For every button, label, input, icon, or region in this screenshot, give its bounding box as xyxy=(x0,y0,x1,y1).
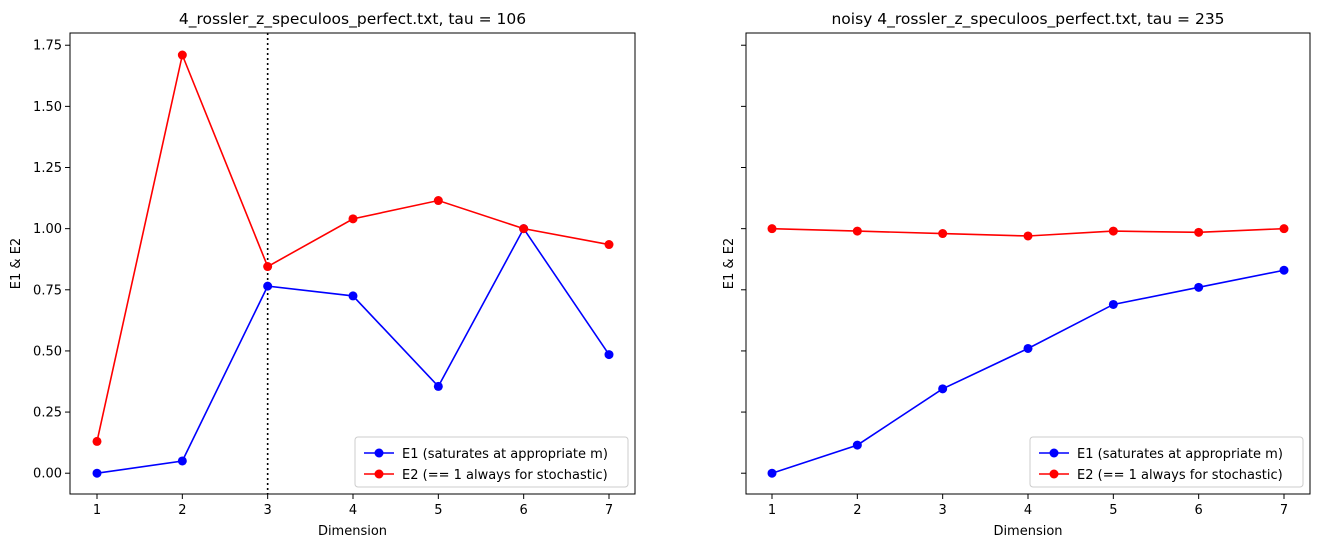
right-e2-point xyxy=(1023,231,1033,241)
right-e2-point xyxy=(1108,226,1118,236)
left-e2-point xyxy=(433,196,443,206)
right-legend-e1-marker xyxy=(1049,448,1059,458)
left-y-ticks: 0.00 0.25 0.50 0.75 1.00 1.25 1.50 1.75 xyxy=(33,39,70,482)
right-chart-title: noisy 4_rossler_z_speculoos_perfect.txt,… xyxy=(831,10,1224,29)
left-x-tick-label: 4 xyxy=(349,503,357,518)
left-legend-e1-marker xyxy=(374,448,384,458)
left-legend-box xyxy=(354,436,629,488)
left-legend-e2-label: E2 (== 1 always for stochastic) xyxy=(402,468,608,483)
left-y-tick-label: 0.00 xyxy=(33,467,62,482)
left-chart-title: 4_rossler_z_speculoos_perfect.txt, tau =… xyxy=(179,10,526,29)
left-x-tick-label: 2 xyxy=(178,503,186,518)
right-x-tick-label: 5 xyxy=(1109,503,1117,518)
right-plot-frame xyxy=(745,32,1311,495)
right-legend-e2-marker xyxy=(1049,469,1059,479)
left-x-tick-label: 3 xyxy=(264,503,272,518)
left-y-tick-label: 1.75 xyxy=(33,39,62,54)
right-x-tick-label: 2 xyxy=(853,503,861,518)
left-x-tick-label: 7 xyxy=(605,503,613,518)
right-legend-e2-label: E2 (== 1 always for stochastic) xyxy=(1077,468,1283,483)
right-e1-point xyxy=(767,468,777,478)
left-e2-point xyxy=(604,240,614,250)
right-e1-point xyxy=(938,384,948,394)
left-legend-e1-label: E1 (saturates at appropriate m) xyxy=(402,447,608,462)
left-e2-series-line xyxy=(96,52,610,442)
left-e1-point xyxy=(263,281,273,291)
left-x-tick-label: 1 xyxy=(93,503,101,518)
left-y-tick-label: 0.75 xyxy=(33,283,62,298)
left-legend-e2-marker xyxy=(374,469,384,479)
right-x-axis-label: Dimension xyxy=(993,524,1062,539)
left-e2-point xyxy=(519,224,529,234)
left-y-tick-label: 1.50 xyxy=(33,100,62,115)
right-y-axis-label: E1 & E2 xyxy=(722,238,737,289)
left-e2-point xyxy=(177,50,187,60)
left-y-tick-label: 0.25 xyxy=(33,406,62,421)
left-e1-point xyxy=(433,381,443,391)
left-x-axis-label: Dimension xyxy=(318,524,387,539)
right-e1-point xyxy=(1023,343,1033,353)
right-x-tick-label: 7 xyxy=(1280,503,1288,518)
right-e2-point xyxy=(938,229,948,239)
left-y-tick-label: 0.50 xyxy=(33,344,62,359)
right-e1-point xyxy=(852,440,862,450)
right-x-tick-label: 6 xyxy=(1195,503,1203,518)
right-e2-point xyxy=(1194,227,1204,237)
left-plot-frame xyxy=(69,32,636,495)
left-legend: E1 (saturates at appropriate m) E2 (== 1… xyxy=(354,436,629,488)
right-x-tick-label: 1 xyxy=(768,503,776,518)
right-legend-box xyxy=(1029,436,1304,488)
left-e1-point xyxy=(604,350,614,360)
right-e1-point xyxy=(1108,299,1118,309)
right-e2-point xyxy=(767,224,777,234)
right-e2-point xyxy=(1279,224,1289,234)
right-x-tick-label: 4 xyxy=(1024,503,1032,518)
left-e2-point xyxy=(263,262,273,272)
left-e2-point xyxy=(92,436,102,446)
left-e1-point xyxy=(177,456,187,466)
right-x-tick-label: 3 xyxy=(939,503,947,518)
left-y-tick-label: 1.25 xyxy=(33,161,62,176)
right-e1-point xyxy=(1279,265,1289,275)
right-x-ticks: 1 2 3 4 5 6 7 xyxy=(768,494,1288,518)
right-e2-point xyxy=(852,226,862,236)
right-legend: E1 (saturates at appropriate m) E2 (== 1… xyxy=(1029,436,1304,488)
left-e1-point xyxy=(92,468,102,478)
left-x-tick-label: 5 xyxy=(434,503,442,518)
right-y-ticks xyxy=(741,44,746,474)
left-x-ticks: 1 2 3 4 5 6 7 xyxy=(93,494,613,518)
left-y-axis-label: E1 & E2 xyxy=(9,238,24,289)
right-e1-point xyxy=(1194,282,1204,292)
left-e2-point xyxy=(348,214,358,224)
right-legend-e1-label: E1 (saturates at appropriate m) xyxy=(1077,447,1283,462)
left-y-tick-label: 1.00 xyxy=(33,222,62,237)
left-chart-panel: 4_rossler_z_speculoos_perfect.txt, tau =… xyxy=(9,10,636,539)
right-chart-panel: noisy 4_rossler_z_speculoos_perfect.txt,… xyxy=(722,10,1311,539)
left-e1-point xyxy=(348,291,358,301)
left-x-tick-label: 6 xyxy=(520,503,528,518)
